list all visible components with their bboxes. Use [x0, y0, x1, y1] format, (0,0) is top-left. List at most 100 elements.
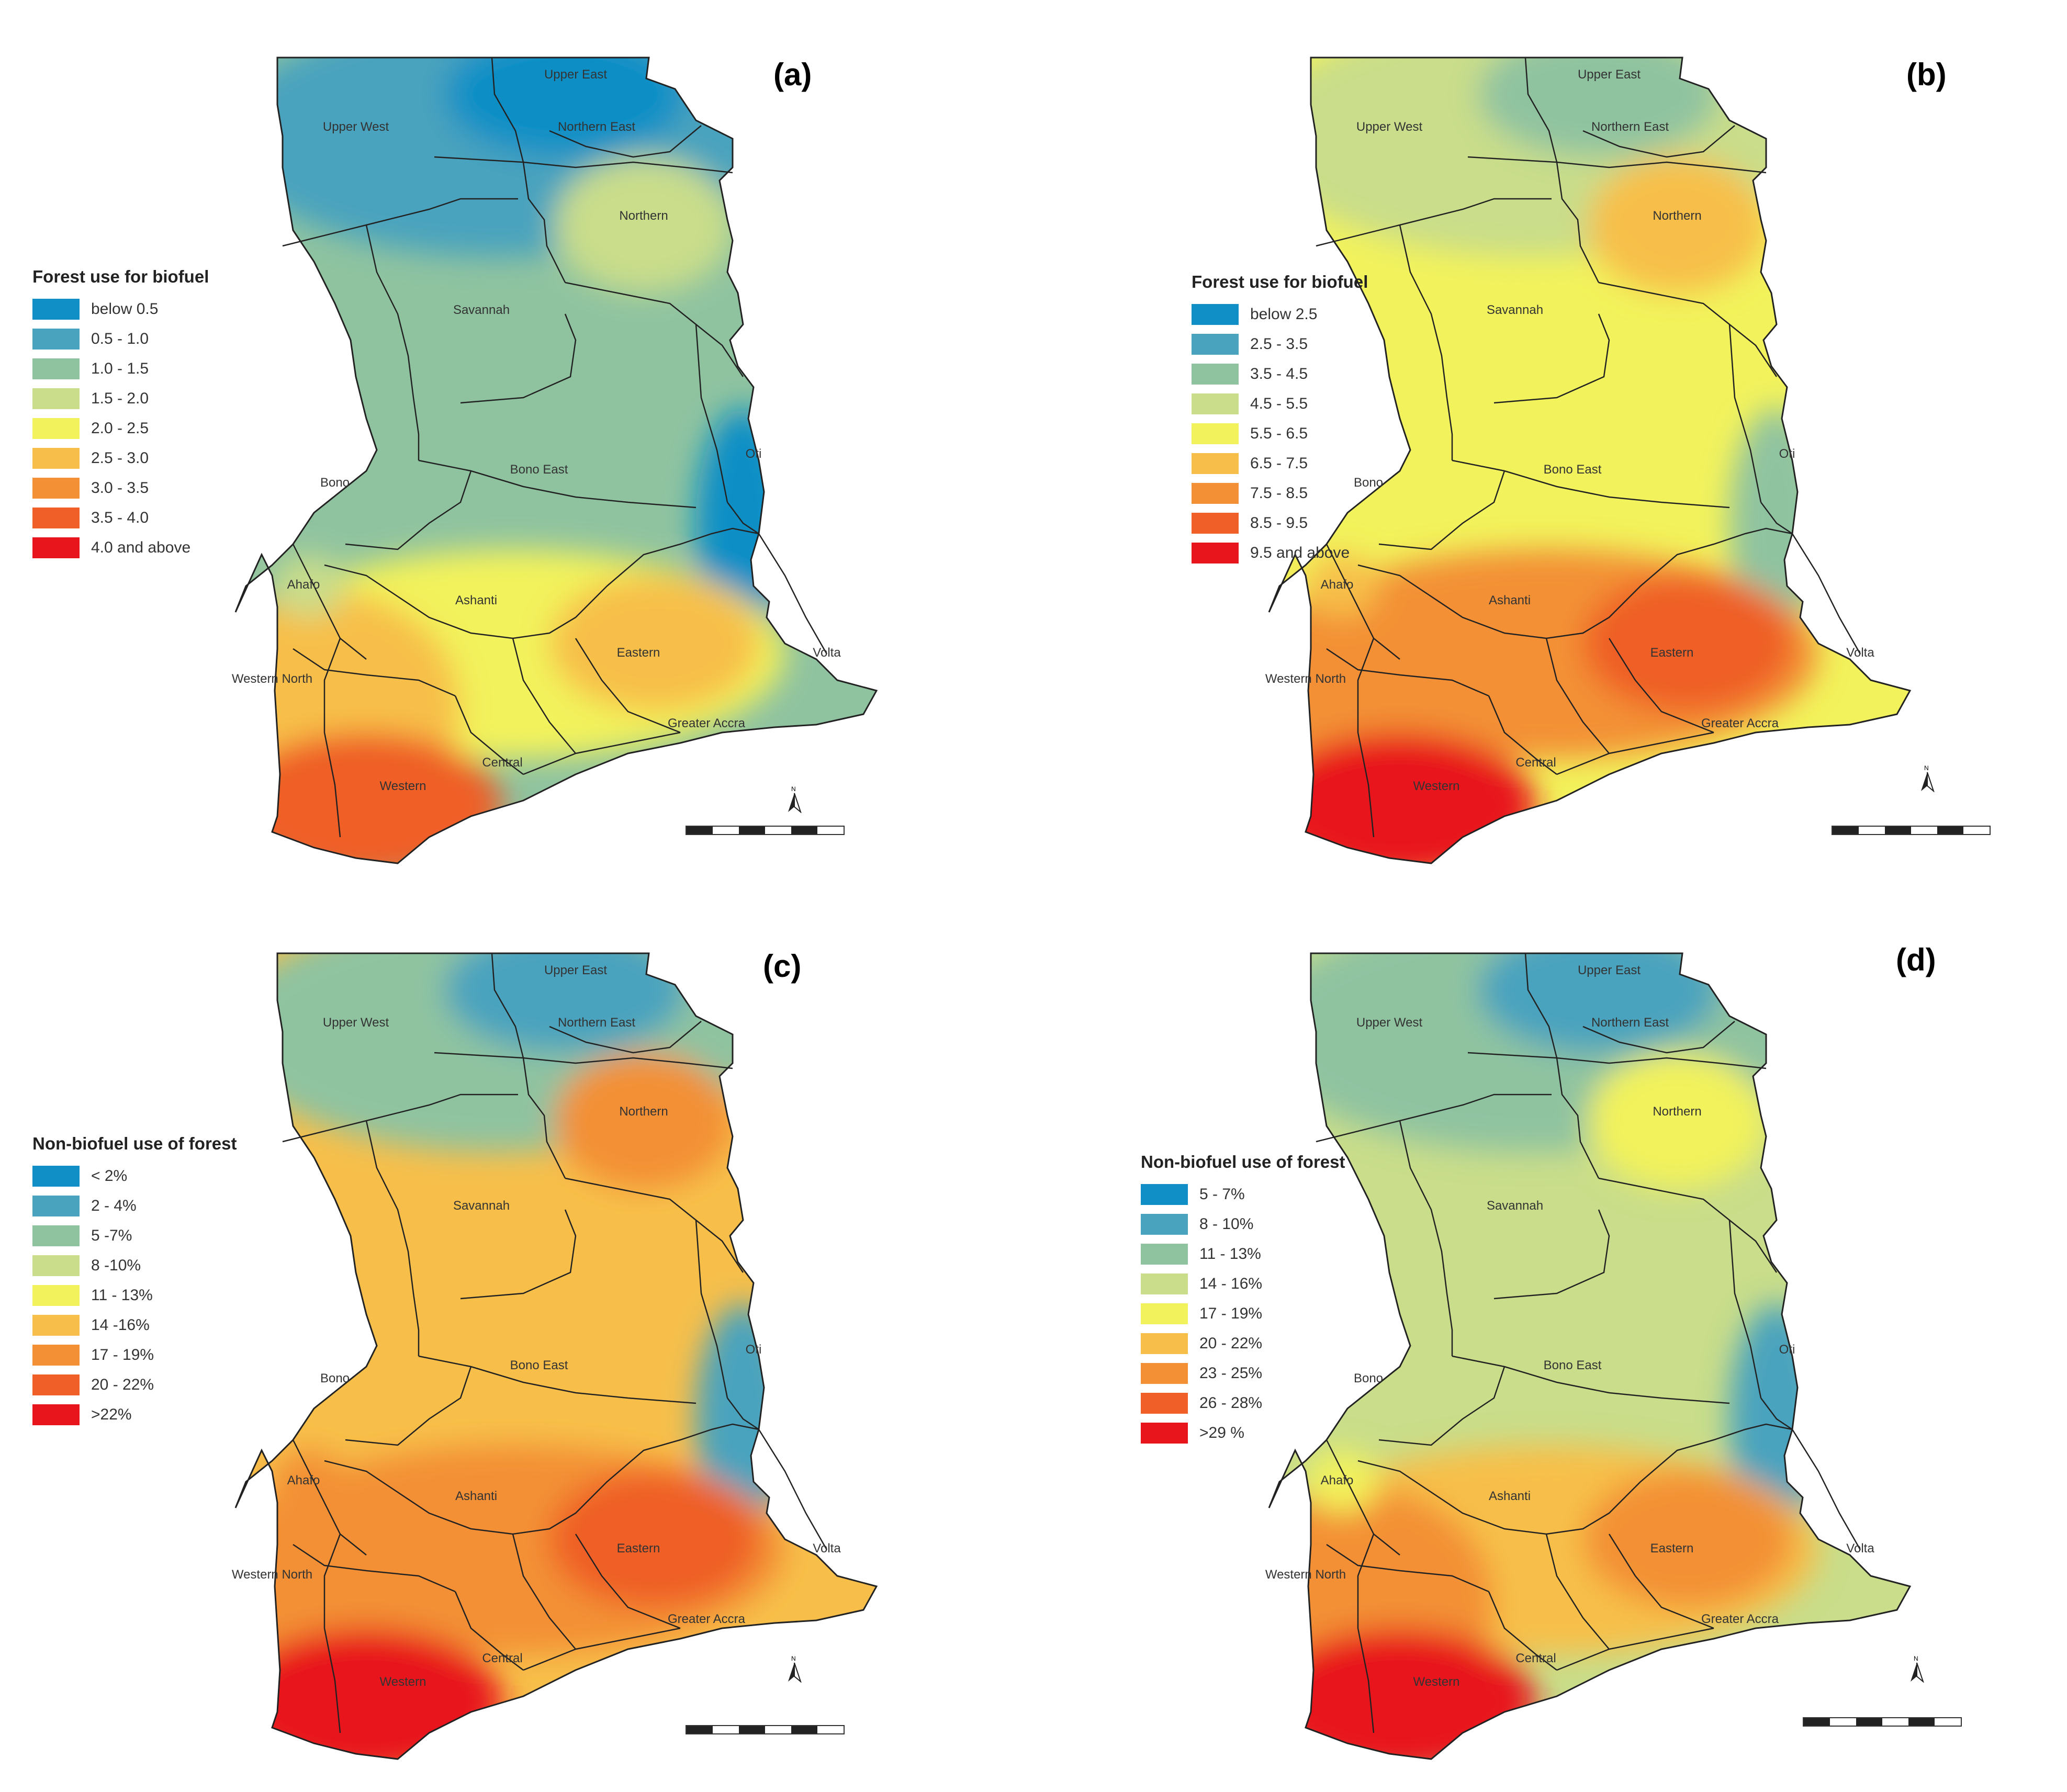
region-label: Western North [232, 672, 312, 686]
region-label: Western North [232, 1568, 312, 1582]
legend-item: 3.5 - 4.0 [32, 503, 209, 533]
region-label: Bono East [1544, 1358, 1602, 1372]
legend-label: 8 -10% [91, 1256, 141, 1274]
legend-swatch [32, 507, 80, 528]
legend-item: 4.0 and above [32, 533, 209, 562]
north-arrow-icon: N [1911, 1655, 1924, 1683]
legend-rows-c: < 2% 2 - 4% 5 -7% 8 -10% 11 - 13% 14 -16% 17 -… [32, 1161, 237, 1429]
region-label: Eastern [1650, 646, 1694, 660]
legend-swatch [32, 1255, 80, 1276]
legend-swatch [32, 477, 80, 499]
legend-b: Forest use for biofuel below 2.5 2.5 - 3.… [1192, 272, 1368, 568]
region-label: Upper West [1356, 120, 1423, 134]
legend-item: 4.5 - 5.5 [1192, 389, 1368, 419]
legend-item: below 0.5 [32, 294, 209, 324]
legend-d: Non-biofuel use of forest 5 - 7% 8 - 10% 1… [1141, 1152, 1345, 1448]
panel-label-c: (c) [763, 949, 802, 984]
choropleth-surface [235, 953, 877, 1759]
legend-item: 1.5 - 2.0 [32, 384, 209, 413]
region-label: Western North [1265, 672, 1346, 686]
legend-label: 23 - 25% [1199, 1364, 1263, 1382]
legend-swatch [32, 1284, 80, 1306]
region-label: Western [380, 779, 426, 793]
region-label: Northern [1653, 1104, 1701, 1119]
legend-swatch [1192, 453, 1239, 474]
legend-item: 11 - 13% [1141, 1239, 1345, 1269]
region-label: Savannah [1487, 1199, 1543, 1213]
legend-swatch [32, 447, 80, 469]
region-label: Volta [813, 646, 841, 660]
region-boundaries [1316, 953, 1861, 1733]
legend-item: 8 -10% [32, 1250, 237, 1280]
country-outline [234, 952, 878, 1760]
region-label: Northern [1653, 209, 1701, 223]
legend-swatch [32, 1374, 80, 1395]
legend-swatch [1192, 393, 1239, 414]
region-label: Upper East [544, 963, 607, 977]
region-label: Northern [619, 1104, 668, 1119]
legend-item: 23 - 25% [1141, 1358, 1345, 1388]
region-boundaries [1316, 57, 1861, 838]
region-label: Upper East [1578, 67, 1641, 82]
legend-swatch [32, 1344, 80, 1366]
region-label: Bono [320, 476, 350, 490]
svg-text:N: N [1924, 764, 1929, 772]
region-label: Western [1413, 779, 1460, 793]
legend-label: 20 - 22% [91, 1376, 154, 1393]
region-label: Bono East [1544, 463, 1602, 477]
map-panel-c: Upper East Upper West Northern East Norther… [0, 896, 1034, 1791]
legend-swatch [1192, 363, 1239, 385]
region-label: Greater Accra [1701, 716, 1779, 730]
legend-a: Forest use for biofuel below 0.5 0.5 - 1.… [32, 267, 209, 562]
choropleth-surface [235, 58, 877, 863]
legend-swatch [1192, 333, 1239, 355]
legend-label: 5.5 - 6.5 [1250, 424, 1308, 442]
legend-label: 20 - 22% [1199, 1334, 1263, 1352]
svg-text:N: N [1914, 1655, 1918, 1662]
legend-swatch [1192, 482, 1239, 504]
legend-swatch [1141, 1184, 1188, 1205]
country-outline [1268, 57, 1912, 864]
legend-label: 1.5 - 2.0 [91, 389, 149, 407]
legend-label: >29 % [1199, 1424, 1244, 1441]
legend-swatch [1141, 1362, 1188, 1384]
legend-label: 4.0 and above [91, 538, 191, 556]
region-label: Bono [1354, 476, 1383, 490]
legend-label: 8.5 - 9.5 [1250, 514, 1308, 532]
region-label: Central [482, 1651, 522, 1665]
legend-swatch [1141, 1303, 1188, 1324]
region-label: Bono [1354, 1371, 1383, 1385]
legend-item: 20 - 22% [1141, 1328, 1345, 1358]
scale-bar-a [686, 826, 845, 835]
legend-label: 0.5 - 1.0 [91, 330, 149, 347]
map-panel-d: Upper East Upper West Northern East Norther… [1034, 896, 2067, 1791]
legend-label: 9.5 and above [1250, 544, 1350, 561]
region-label: Greater Accra [668, 716, 746, 730]
legend-label: 3.0 - 3.5 [91, 479, 149, 497]
legend-label: 17 - 19% [91, 1346, 154, 1363]
legend-swatch [32, 1314, 80, 1336]
legend-swatch [32, 298, 80, 320]
legend-title-c: Non-biofuel use of forest [32, 1134, 237, 1153]
region-boundaries [282, 57, 828, 838]
scale-bar-c [686, 1725, 845, 1734]
region-label: Bono [320, 1371, 350, 1385]
legend-label: 1.0 - 1.5 [91, 359, 149, 377]
region-label: Ashanti [1489, 593, 1531, 607]
ghana-map-d: Upper East Upper West Northern East Norther… [1265, 952, 1912, 1760]
ghana-map-b: Upper East Upper West Northern East Norther… [1265, 57, 1912, 864]
legend-label: 11 - 13% [91, 1286, 153, 1304]
legend-label: below 0.5 [91, 300, 159, 318]
panel-label-a: (a) [773, 57, 812, 92]
legend-item: 9.5 and above [1192, 538, 1368, 568]
legend-swatch [1192, 303, 1239, 325]
legend-item: 14 - 16% [1141, 1269, 1345, 1299]
scale-bar-b [1832, 826, 1991, 835]
region-label: Greater Accra [1701, 1612, 1779, 1626]
map-panel-a: Upper East Upper West Northern East Norther… [0, 0, 1034, 896]
legend-swatch [1141, 1422, 1188, 1444]
region-label: Western [380, 1675, 426, 1689]
region-label: Central [1515, 1651, 1556, 1665]
legend-title-a: Forest use for biofuel [32, 267, 209, 286]
region-label: Ashanti [1489, 1489, 1531, 1503]
